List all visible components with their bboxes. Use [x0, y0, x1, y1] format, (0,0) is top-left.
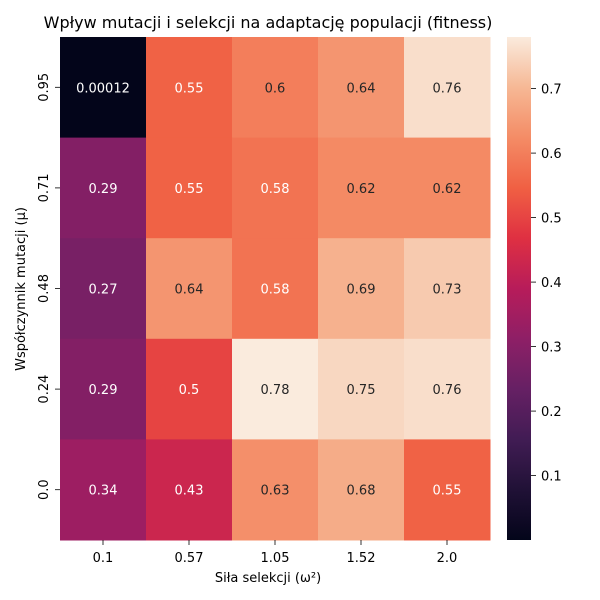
colorbar-tick-label: 0.3: [541, 341, 562, 356]
chart-title: Wpływ mutacji i selekcji na adaptację po…: [44, 13, 493, 32]
x-tick-label: 1.52: [347, 551, 376, 566]
cell-value-label: 0.58: [261, 283, 290, 298]
heatmap-cell: [60, 37, 147, 139]
heatmap-cell: [146, 37, 233, 139]
x-axis-label: Siła selekcji (ω²): [215, 571, 321, 586]
cell-value-label: 0.29: [89, 182, 118, 197]
colorbar-tick-label: 0.4: [541, 276, 562, 291]
heatmap-cell: [60, 137, 147, 239]
cell-value-label: 0.00012: [76, 81, 130, 96]
heatmap-cell: [318, 439, 405, 541]
heatmap-cell: [404, 137, 491, 239]
cell-value-label: 0.43: [175, 484, 204, 499]
colorbar-tick-label: 0.7: [541, 83, 562, 98]
y-tick-label: 0.24: [37, 375, 52, 404]
heatmap-cell: [232, 37, 319, 139]
heatmap-cell: [404, 338, 491, 440]
heatmap-cell: [60, 338, 147, 440]
cell-value-label: 0.34: [89, 484, 118, 499]
heatmap-cell: [232, 137, 319, 239]
x-tick-label: 0.1: [93, 551, 114, 566]
heatmap-cell: [232, 238, 319, 340]
cell-value-label: 0.64: [347, 81, 376, 96]
x-axis-ticks: 0.1 0.57 1.05 1.52 2.0: [93, 540, 458, 566]
heatmap-cell: [404, 37, 491, 139]
x-tick-label: 1.05: [261, 551, 290, 566]
cell-value-label: 0.73: [433, 283, 462, 298]
colorbar-tick-label: 0.6: [541, 147, 562, 162]
y-tick-label: 0.0: [37, 479, 52, 500]
cell-value-label: 0.58: [261, 182, 290, 197]
cell-value-label: 0.78: [261, 383, 290, 398]
colorbar: [507, 37, 531, 540]
cell-value-label: 0.29: [89, 383, 118, 398]
cell-value-label: 0.5: [179, 383, 200, 398]
cell-value-label: 0.62: [433, 182, 462, 197]
heatmap-cell: [318, 338, 405, 440]
y-axis-label: Współczynnik mutacji (μ): [14, 207, 29, 371]
heatmap-cell: [232, 338, 319, 440]
cell-value-label: 0.27: [89, 283, 118, 298]
y-tick-label: 0.95: [37, 73, 52, 102]
cell-value-label: 0.6: [265, 81, 286, 96]
cell-value-label: 0.63: [261, 484, 290, 499]
heatmap-cell: [318, 238, 405, 340]
heatmap-cell: [60, 238, 147, 340]
heatmap-cells: 0.00012 0.55 0.6 0.64 0.76 0.29 0.55 0.58 0.62 0.…: [60, 37, 491, 541]
heatmap-cell: [404, 238, 491, 340]
cell-value-label: 0.68: [347, 484, 376, 499]
y-tick-label: 0.48: [37, 274, 52, 303]
cell-value-label: 0.55: [433, 484, 462, 499]
heatmap-cell: [318, 137, 405, 239]
cell-value-label: 0.76: [433, 383, 462, 398]
colorbar-tick-label: 0.2: [541, 405, 562, 420]
heatmap-cell: [318, 37, 405, 139]
cell-value-label: 0.76: [433, 81, 462, 96]
y-tick-label: 0.71: [37, 173, 52, 202]
heatmap-cell: [146, 439, 233, 541]
colorbar-ticks: 0.1 0.2 0.3 0.4 0.5 0.6 0.7: [531, 83, 562, 485]
heatmap-cell: [60, 439, 147, 541]
cell-value-label: 0.69: [347, 283, 376, 298]
x-tick-label: 0.57: [175, 551, 204, 566]
cell-value-label: 0.55: [175, 81, 204, 96]
heatmap-cell: [232, 439, 319, 541]
cell-value-label: 0.75: [347, 383, 376, 398]
heatmap-cell: [146, 338, 233, 440]
colorbar-tick-label: 0.5: [541, 212, 562, 227]
x-tick-label: 2.0: [437, 551, 458, 566]
y-axis-ticks: 0.95 0.71 0.48 0.24 0.0: [37, 73, 60, 500]
colorbar-tick-label: 0.1: [541, 470, 562, 485]
cell-value-label: 0.55: [175, 182, 204, 197]
heatmap-cell: [146, 137, 233, 239]
heatmap-cell: [146, 238, 233, 340]
cell-value-label: 0.64: [175, 283, 204, 298]
heatmap-cell: [404, 439, 491, 541]
cell-value-label: 0.62: [347, 182, 376, 197]
